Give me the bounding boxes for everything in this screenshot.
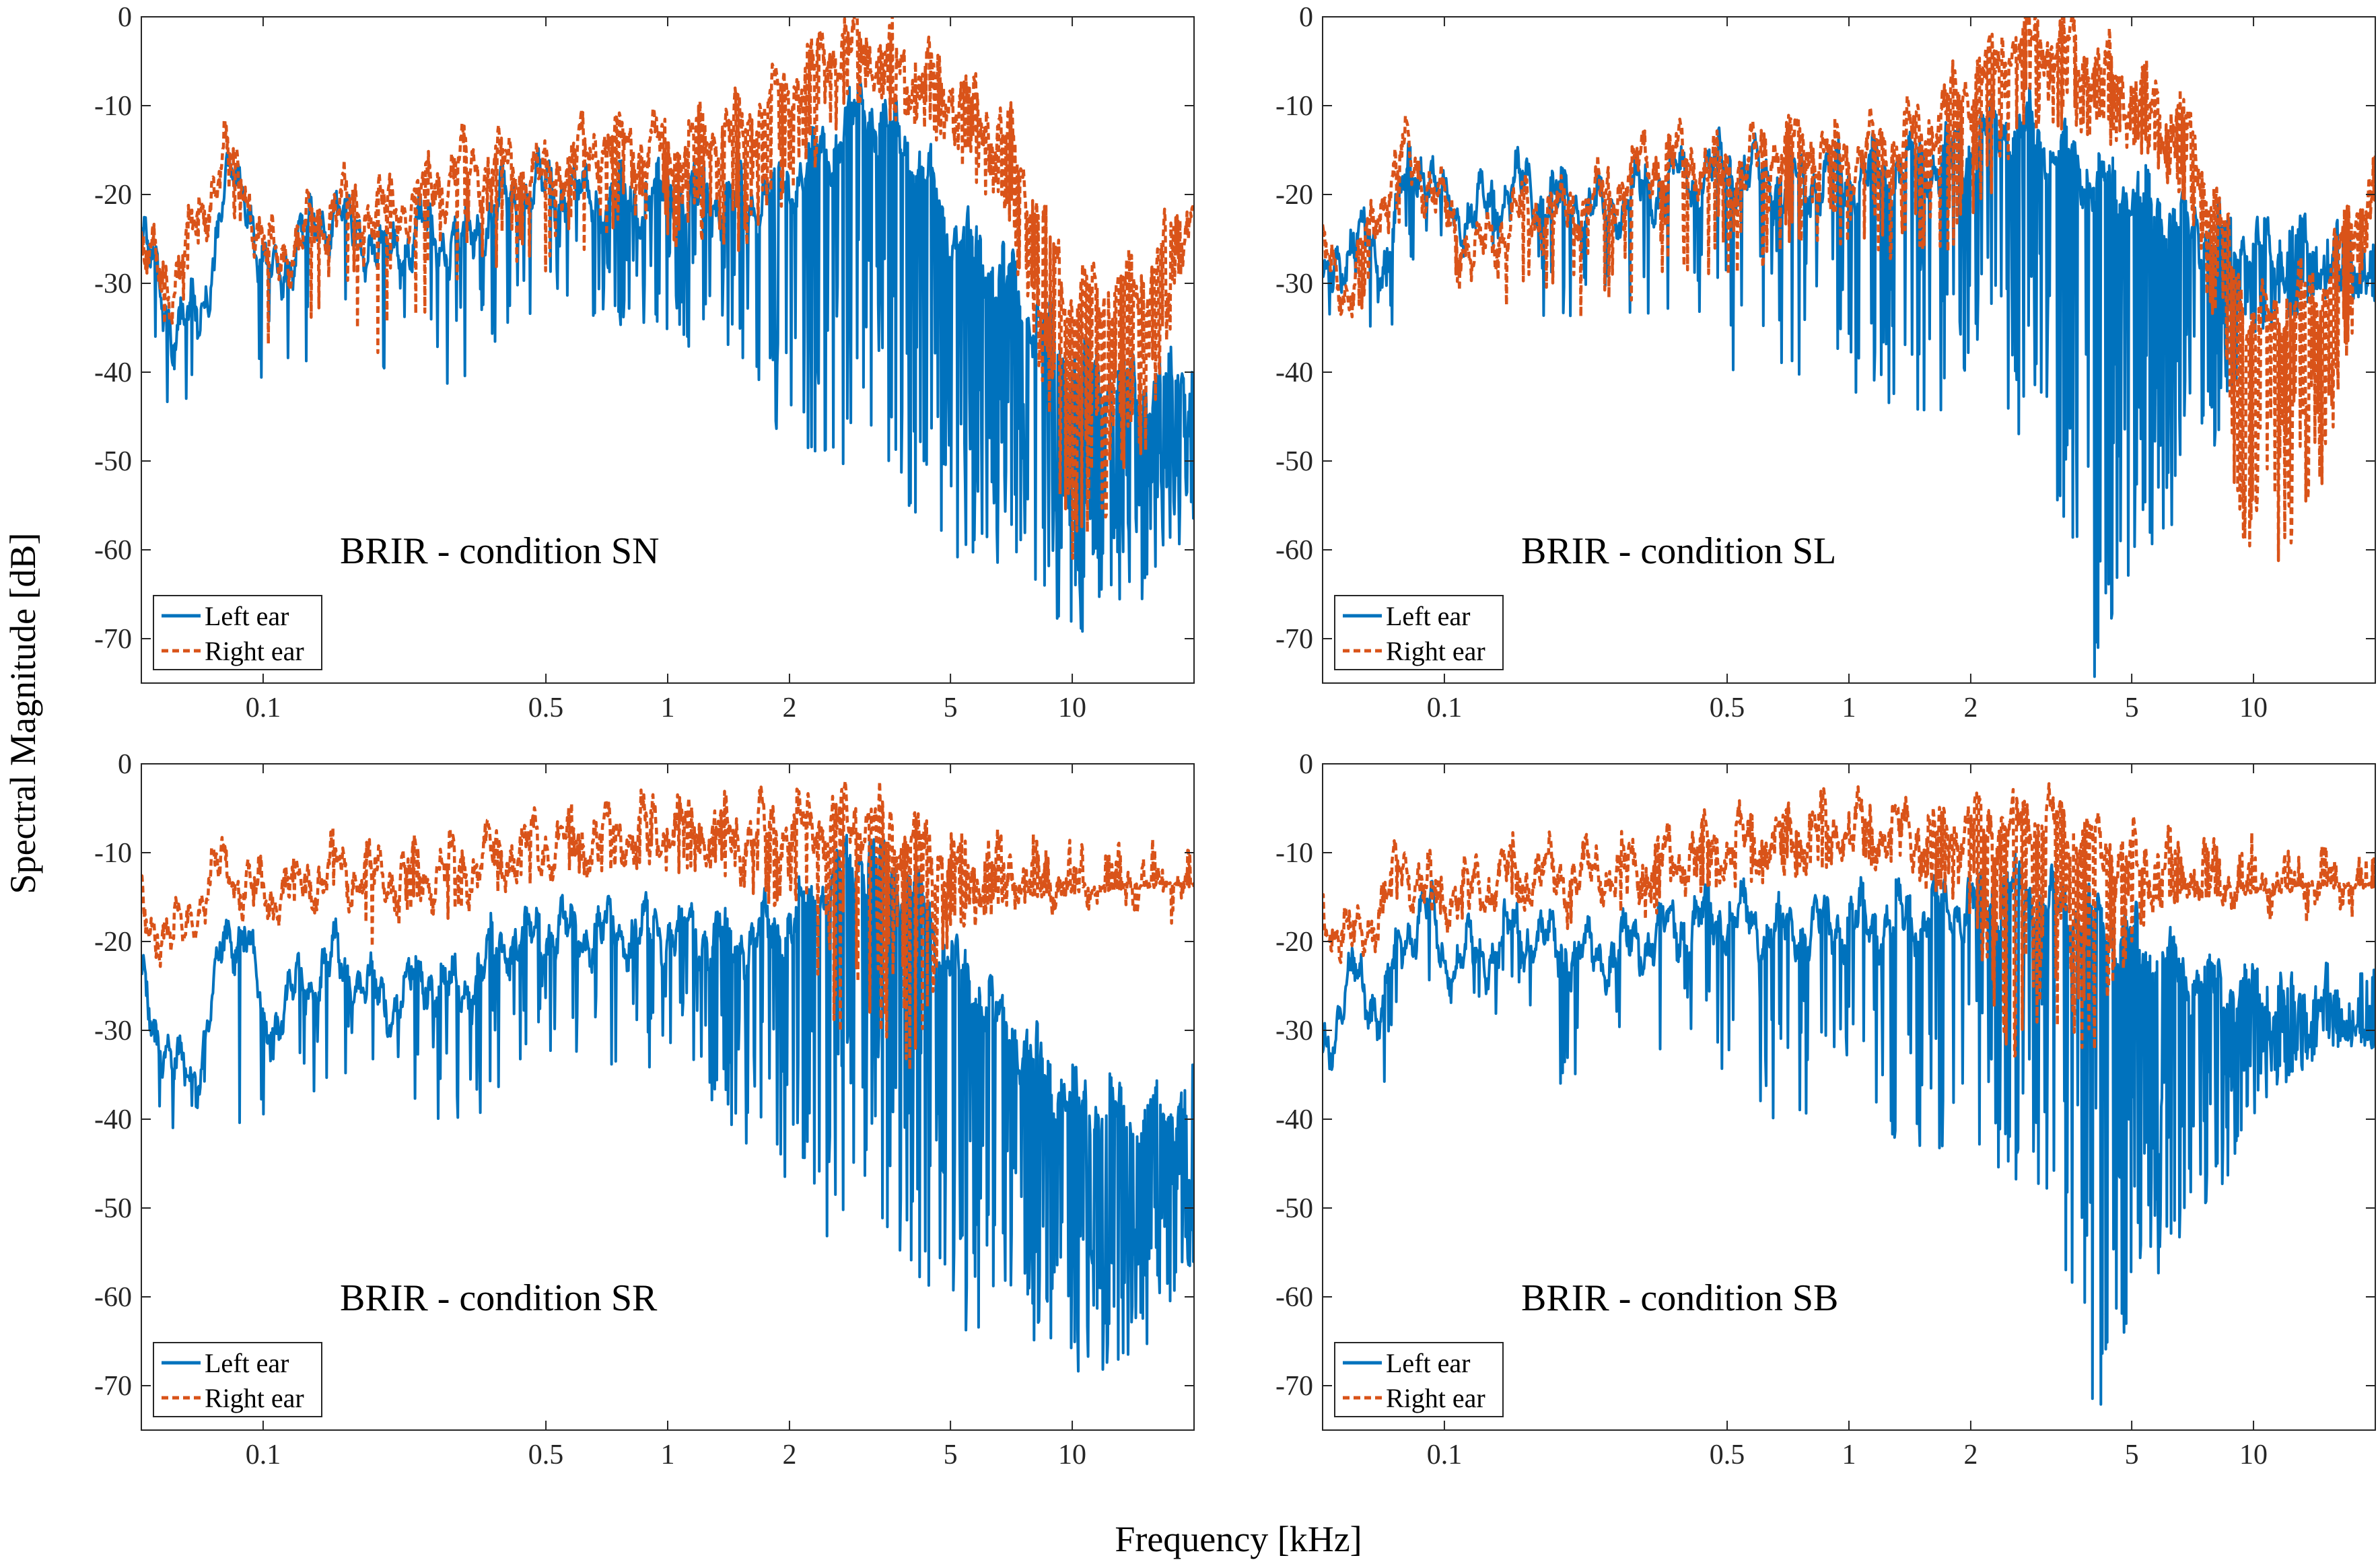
x-tick-label: 2 bbox=[782, 1440, 796, 1470]
x-tick-label: 1 bbox=[1842, 693, 1856, 723]
legend-label-left: Left ear bbox=[205, 601, 289, 631]
x-tick-label: 0.5 bbox=[1710, 693, 1745, 723]
panel-annotation: BRIR - condition SN bbox=[340, 530, 659, 572]
x-tick-label: 0.5 bbox=[528, 1440, 564, 1470]
left-ear-series-line bbox=[1323, 86, 2375, 678]
y-tick-label: -60 bbox=[1275, 535, 1313, 566]
y-tick-label: -30 bbox=[94, 1016, 132, 1046]
y-axis-label: Spectral Magnitude [dB] bbox=[3, 533, 43, 894]
legend-box bbox=[1334, 595, 1504, 670]
x-tick-label: 10 bbox=[2239, 1440, 2268, 1470]
right-ear-series-line bbox=[141, 779, 1194, 1071]
y-tick-label: -40 bbox=[1275, 1104, 1313, 1135]
x-tick-label: 5 bbox=[944, 1440, 958, 1470]
y-tick-label: -30 bbox=[1275, 1016, 1313, 1046]
left-ear-series-line bbox=[141, 834, 1194, 1373]
x-tick-label: 5 bbox=[2125, 693, 2139, 723]
y-tick-label: -30 bbox=[94, 269, 132, 299]
y-tick-label: -60 bbox=[94, 1282, 132, 1313]
y-tick-label: -60 bbox=[94, 535, 132, 566]
legend: Left ear Right ear bbox=[1334, 1342, 1504, 1417]
legend: Left ear Right ear bbox=[1334, 595, 1504, 670]
plot-area bbox=[141, 17, 1194, 633]
x-tick-label: 1 bbox=[1842, 1440, 1856, 1470]
x-tick-label: 10 bbox=[2239, 693, 2268, 723]
x-tick-label: 1 bbox=[661, 693, 675, 723]
y-tick-label: -60 bbox=[1275, 1282, 1313, 1313]
legend: Left ear Right ear bbox=[153, 1342, 322, 1417]
y-tick-label: -40 bbox=[1275, 357, 1313, 388]
legend-label-left: Left ear bbox=[1386, 601, 1470, 631]
legend-label-right: Right ear bbox=[205, 1383, 304, 1413]
y-tick-label: -20 bbox=[94, 927, 132, 958]
y-tick-label: -10 bbox=[94, 838, 132, 869]
chart-panel-2: 0 -10 -20 -30 -40 -50 -60 -70 0.1 0.5 1 2 5 10 BRIR - … bbox=[1275, 2, 2376, 723]
y-tick-label: -30 bbox=[1275, 269, 1313, 299]
panel-annotation: BRIR - condition SL bbox=[1521, 530, 1836, 572]
x-tick-label: 0.1 bbox=[246, 693, 281, 723]
legend: Left ear Right ear bbox=[153, 595, 322, 670]
y-tick-label: -70 bbox=[94, 1371, 132, 1402]
legend-box bbox=[1334, 1342, 1504, 1417]
chart-panel-3: 0 -10 -20 -30 -40 -50 -60 -70 0.1 0.5 1 2 5 10 BRIR - … bbox=[94, 749, 1195, 1470]
x-tick-label: 0.1 bbox=[246, 1440, 281, 1470]
y-tick-label: 0 bbox=[1299, 749, 1313, 780]
x-tick-label: 2 bbox=[782, 693, 796, 723]
left-ear-series-line bbox=[1323, 852, 2375, 1406]
x-tick-label: 0.5 bbox=[528, 693, 564, 723]
plot-area bbox=[141, 779, 1194, 1373]
y-tick-label: -20 bbox=[1275, 927, 1313, 958]
plot-area bbox=[1323, 17, 2375, 678]
x-tick-label: 2 bbox=[1963, 693, 1978, 723]
legend-box bbox=[153, 595, 322, 670]
y-tick-label: -50 bbox=[94, 1193, 132, 1224]
right-ear-series-line bbox=[1323, 782, 2375, 1058]
chart-panel-1: 0 -10 -20 -30 -40 -50 -60 -70 0.1 0.5 1 2 5 10 BRIR - … bbox=[94, 2, 1195, 723]
chart-panel-4: 0 -10 -20 -30 -40 -50 -60 -70 0.1 0.5 1 2 5 10 BRIR - … bbox=[1275, 749, 2376, 1470]
legend-box bbox=[153, 1342, 322, 1417]
y-tick-label: -10 bbox=[1275, 91, 1313, 122]
y-tick-label: -40 bbox=[94, 357, 132, 388]
x-tick-label: 0.5 bbox=[1710, 1440, 1745, 1470]
panel-annotation: BRIR - condition SB bbox=[1521, 1277, 1838, 1319]
y-tick-label: -10 bbox=[94, 91, 132, 122]
legend-label-left: Left ear bbox=[1386, 1348, 1470, 1378]
right-ear-series-line bbox=[141, 17, 1194, 561]
y-tick-label: 0 bbox=[118, 2, 132, 33]
legend-label-right: Right ear bbox=[205, 636, 304, 666]
y-tick-label: 0 bbox=[118, 749, 132, 780]
y-tick-label: -50 bbox=[94, 446, 132, 477]
y-tick-label: 0 bbox=[1299, 2, 1313, 33]
plot-area bbox=[1323, 782, 2375, 1406]
y-tick-label: -10 bbox=[1275, 838, 1313, 869]
y-tick-label: -20 bbox=[94, 180, 132, 211]
y-tick-label: -70 bbox=[1275, 624, 1313, 655]
x-tick-label: 10 bbox=[1058, 1440, 1086, 1470]
right-ear-series-line bbox=[1323, 17, 2375, 563]
y-tick-label: -70 bbox=[94, 624, 132, 655]
y-tick-label: -50 bbox=[1275, 446, 1313, 477]
panel-annotation: BRIR - condition SR bbox=[340, 1277, 658, 1319]
x-tick-label: 5 bbox=[944, 693, 958, 723]
x-tick-label: 0.1 bbox=[1427, 693, 1463, 723]
x-tick-label: 0.1 bbox=[1427, 1440, 1463, 1470]
x-axis-label: Frequency [kHz] bbox=[1115, 1519, 1362, 1559]
y-tick-label: -50 bbox=[1275, 1193, 1313, 1224]
x-tick-label: 5 bbox=[2125, 1440, 2139, 1470]
y-tick-label: -70 bbox=[1275, 1371, 1313, 1402]
legend-label-left: Left ear bbox=[205, 1348, 289, 1378]
y-tick-label: -40 bbox=[94, 1104, 132, 1135]
x-tick-label: 10 bbox=[1058, 693, 1086, 723]
y-tick-label: -20 bbox=[1275, 180, 1313, 211]
x-tick-label: 1 bbox=[661, 1440, 675, 1470]
legend-label-right: Right ear bbox=[1386, 636, 1485, 666]
legend-label-right: Right ear bbox=[1386, 1383, 1485, 1413]
x-tick-label: 2 bbox=[1963, 1440, 1978, 1470]
